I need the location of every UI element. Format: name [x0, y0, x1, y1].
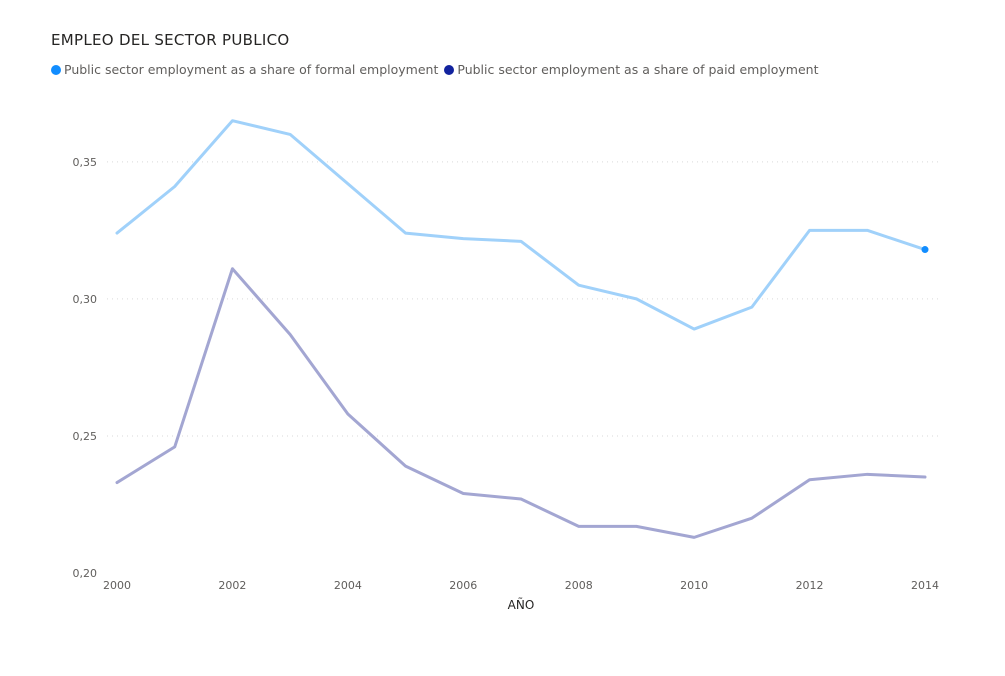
legend-dot-formal: [51, 64, 61, 75]
legend-dot-paid: [444, 64, 455, 75]
x-tick-label: 2008: [565, 579, 593, 592]
x-tick-label: 2006: [449, 579, 477, 592]
y-tick-label: 0,20: [73, 567, 98, 580]
legend-item-formal[interactable]: Public sector employment as a share of f…: [51, 62, 438, 77]
y-tick-label: 0,25: [73, 430, 98, 443]
y-tick-label: 0,30: [73, 293, 98, 306]
series-line-paid: [115, 267, 927, 539]
series-line-formal: [115, 119, 927, 331]
data-point-formal-2014: [921, 246, 929, 254]
x-tick-label: 2004: [334, 579, 362, 592]
legend-label-formal: Public sector employment as a share of f…: [64, 62, 439, 77]
x-tick-label: 2012: [796, 579, 824, 592]
y-tick-label: 0,35: [73, 156, 98, 169]
chart-title: EMPLEO DEL SECTOR PUBLICO: [51, 31, 290, 49]
x-axis-title: AÑO: [508, 597, 535, 612]
x-tick-label: 2000: [103, 579, 131, 592]
legend-label-paid: Public sector employment as a share of p…: [457, 62, 819, 77]
legend: Public sector employment as a share of f…: [51, 62, 824, 77]
x-tick-label: 2010: [680, 579, 708, 592]
x-tick-label: 2014: [911, 579, 939, 592]
x-tick-label: 2002: [218, 579, 246, 592]
legend-item-paid[interactable]: Public sector employment as a share of p…: [444, 62, 818, 77]
